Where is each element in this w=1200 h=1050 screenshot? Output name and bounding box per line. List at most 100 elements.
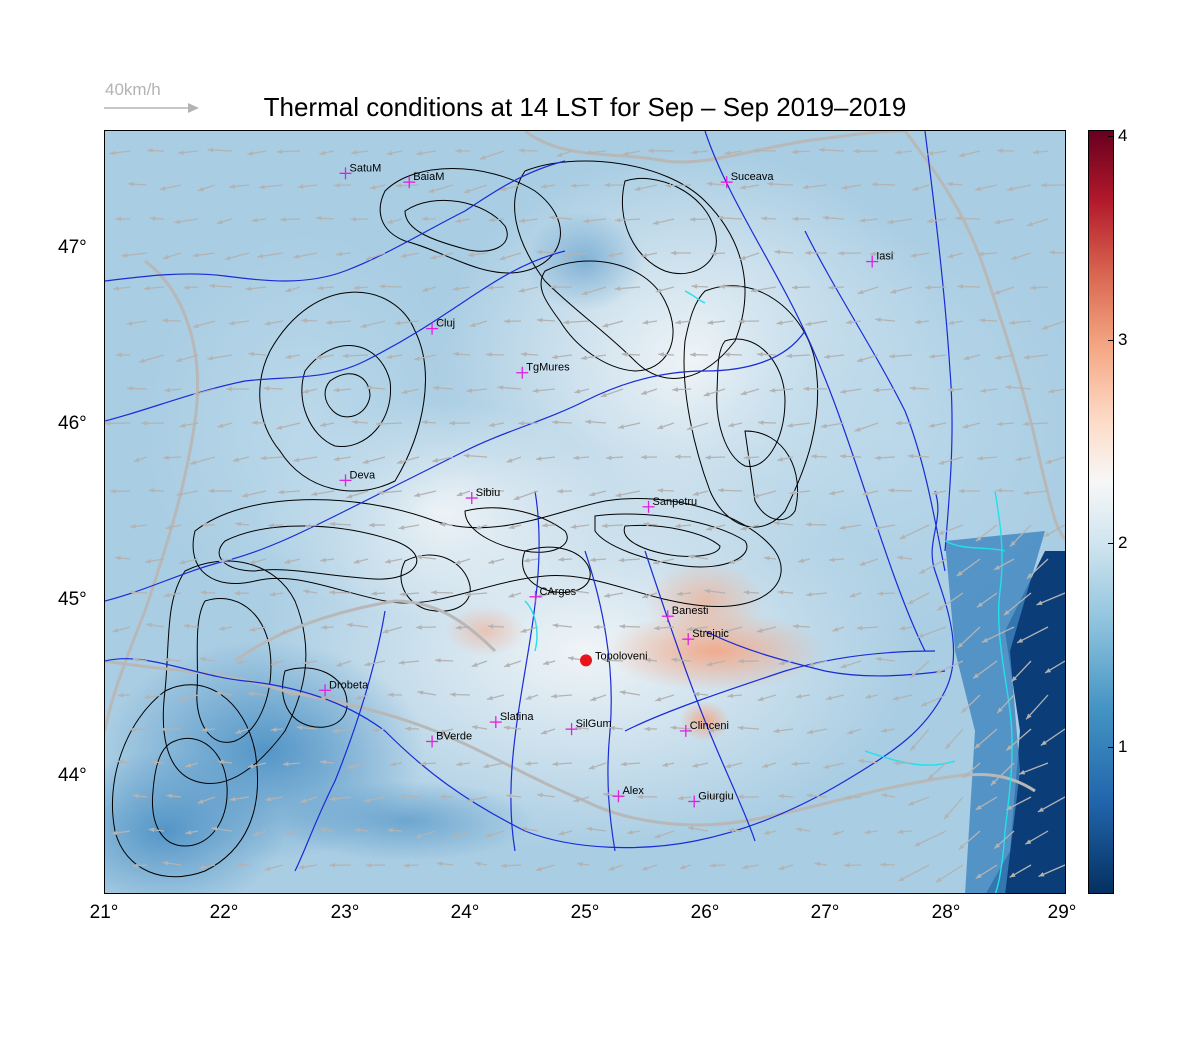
station-topoloveni[interactable]: Topoloveni [580,650,648,667]
wind-arrow [975,184,998,191]
wind-arrow [421,216,437,222]
wind-arrow [252,830,267,837]
wind-arrow [899,524,930,540]
wind-arrow [364,660,386,667]
wind-arrow [387,827,403,833]
wind-arrow [216,218,233,225]
wind-arrow [521,826,539,832]
wind-arrow [471,660,488,668]
wind-arrow [218,626,233,631]
station-slatina[interactable]: Slatina [489,711,535,729]
wind-arrow [841,184,862,190]
station-cluj[interactable]: Cluj [426,318,455,335]
wind-arrow [247,150,267,156]
wind-arrow [634,184,658,191]
wind-arrow [947,387,964,393]
wind-arrow [518,420,539,426]
thermal-map[interactable]: SatuM BaiaM Suceava Iasi Cluj TgMures Deva Sibi… [105,131,1066,894]
wind-arrow [687,554,709,560]
wind-arrow [474,524,488,530]
wind-arrow [1010,252,1032,260]
wind-arrow [727,693,743,699]
wind-arrow [573,455,590,461]
station-label: Sibiu [476,487,500,499]
wind-arrow [838,250,862,256]
wind-arrow [226,386,250,392]
wind-arrow [403,863,420,868]
station-tgmures[interactable]: TgMures [516,362,570,379]
wind-arrow [384,558,403,564]
station-giurgiu[interactable]: Giurgiu [688,790,734,808]
station-iasi[interactable]: Iasi [866,251,893,268]
wind-arrow [791,285,811,290]
wind-arrow [387,692,403,698]
wind-arrow [740,524,760,531]
wind-arrow [618,557,641,563]
wind-arrow [845,795,862,800]
wind-arrow [728,828,743,833]
wind-arrow [482,487,505,493]
wind-arrow [958,830,981,851]
wind-arrow [717,488,743,493]
wind-arrow [589,490,607,497]
wind-arrow [938,456,964,465]
wind-arrow [858,758,879,764]
station-drobeta[interactable]: Drobeta [319,679,369,697]
wind-arrow [996,488,1015,493]
wind-arrow [334,182,352,188]
station-bverde[interactable]: BVerde [426,730,472,748]
station-deva[interactable]: Deva [339,469,377,487]
wind-arrow [888,488,913,493]
wind-arrow [805,250,828,256]
station-carges[interactable]: CArges [529,586,577,603]
wind-arrow [162,252,182,260]
wind-arrow [674,523,692,529]
station-sanpetru[interactable]: Sanpetru [642,496,698,513]
wind-arrow [912,184,930,191]
wind-arrow [133,456,148,463]
wind-arrow [143,694,165,700]
wind-arrow [282,761,301,767]
wind-arrow [183,623,199,629]
wind-arrow [263,386,284,391]
station-label: Slatina [500,711,535,723]
wind-arrow [333,456,352,462]
wind-arrow [540,728,556,735]
station-clinceni[interactable]: Clinceni [679,720,729,737]
wind-arrow [542,660,556,666]
station-silgum[interactable]: SilGum [565,718,612,736]
wind-arrow [1037,796,1065,813]
wind-arrow [976,592,998,608]
station-banesti[interactable]: Banesti [661,605,709,623]
wind-arrow [413,354,437,361]
wind-arrow [209,283,233,289]
wind-arrow [854,422,879,432]
station-suceava[interactable]: Suceava [720,171,775,189]
wind-arrow [823,354,845,359]
wind-arrow [877,591,896,596]
wind-arrow [856,354,879,363]
wind-arrow [486,694,505,701]
station-sibiu[interactable]: Sibiu [465,487,500,505]
wind-arrow [320,557,335,563]
wind-arrow [944,728,964,750]
wind-arrow [259,184,284,190]
wind-arrow [198,864,216,870]
wind-arrow [298,864,318,870]
map-panel[interactable]: SatuM BaiaM Suceava Iasi Cluj TgMures Deva Sibi… [104,130,1066,894]
wind-arrow [607,252,624,258]
wind-arrow [532,388,556,394]
wind-arrow [707,727,726,733]
station-strejnic[interactable]: Strejnic [682,628,729,646]
wind-arrow [929,354,947,359]
wind-arrow [115,352,131,358]
wind-arrow [416,625,437,630]
wind-arrow [705,524,726,531]
wind-arrow [859,218,879,223]
wind-arrow [710,251,726,256]
wind-arrow [400,793,420,799]
station-baiam[interactable]: BaiaM [403,171,444,189]
wind-arrow [743,590,760,595]
station-alex[interactable]: Alex [612,785,644,803]
station-satum[interactable]: SatuM [339,162,382,180]
